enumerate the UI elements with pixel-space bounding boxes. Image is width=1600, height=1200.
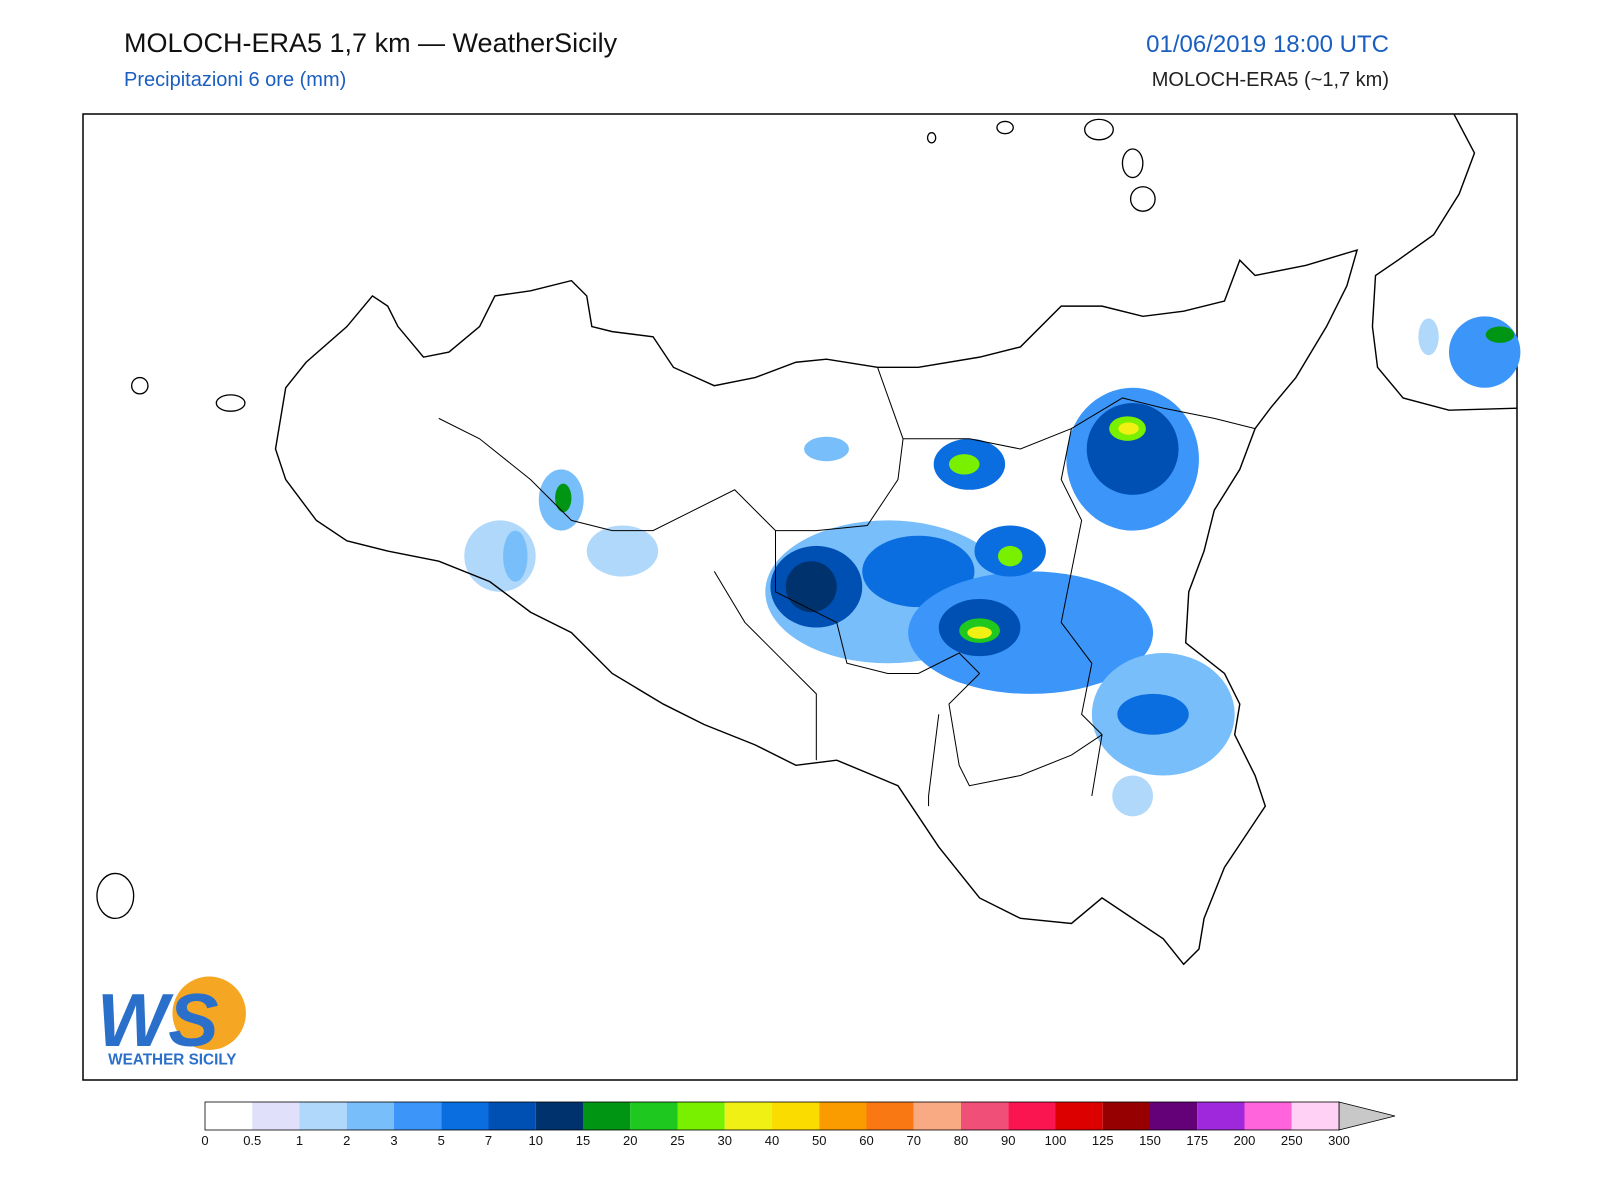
province-borders [438, 367, 1256, 807]
colorbar-bin [535, 1102, 583, 1130]
colorbar-tick-label: 1 [296, 1133, 303, 1148]
datetime: 01/06/2019 18:00 UTC [1146, 31, 1389, 58]
logo-sun [172, 976, 246, 1050]
colorbar-tick-label: 60 [859, 1133, 873, 1148]
colorbar-tick-label: 15 [576, 1133, 590, 1148]
colorbar-bin [299, 1102, 347, 1130]
colorbar-tick-label: 50 [812, 1133, 826, 1148]
colorbar-tick-label: 40 [765, 1133, 779, 1148]
colorbar-tick-label: 300 [1328, 1133, 1350, 1148]
colorbar-bin [583, 1102, 631, 1130]
colorbar-tick-label: 70 [907, 1133, 921, 1148]
colorbar-bin [772, 1102, 820, 1130]
islands [96, 118, 1156, 920]
colorbar-bin [1244, 1102, 1292, 1130]
precipitation [464, 316, 1521, 817]
colorbar-tick-label: 25 [670, 1133, 684, 1148]
colorbar-tick-label: 10 [529, 1133, 543, 1148]
colorbar-tick-label: 5 [438, 1133, 445, 1148]
colorbar-bin [1291, 1102, 1339, 1130]
colorbar: 0 0.5 1 2 3 5 7 10 15 20 25 30 40 50 60 70 80 90 100 125 150… [201, 1101, 1396, 1148]
colorbar-bin [1102, 1102, 1150, 1130]
logo: WS WEATHER SICILY [97, 976, 246, 1068]
colorbar-bin [961, 1102, 1009, 1130]
colorbar-extend [1338, 1101, 1396, 1131]
colorbar-bin [1150, 1102, 1198, 1130]
colorbar-bin [866, 1102, 914, 1130]
colorbar-bin [1197, 1102, 1245, 1130]
subtitle: Precipitazioni 6 ore (mm) [124, 69, 346, 91]
colorbar-tick-label: 0.5 [243, 1133, 261, 1148]
colorbar-bin [630, 1102, 678, 1130]
title: MOLOCH-ERA5 1,7 km — WeatherSicily [124, 28, 618, 58]
colorbar-bin [252, 1102, 300, 1130]
model-label: MOLOCH-ERA5 (~1,7 km) [1152, 69, 1389, 91]
colorbar-bin [394, 1102, 442, 1130]
colorbar-tick-label: 250 [1281, 1133, 1303, 1148]
colorbar-tick-label: 3 [390, 1133, 397, 1148]
colorbar-tick-label: 90 [1001, 1133, 1015, 1148]
colorbar-bin [205, 1102, 253, 1130]
colorbar-bin [913, 1102, 961, 1130]
colorbar-tick-label: 80 [954, 1133, 968, 1148]
calabria-coast [1371, 113, 1518, 411]
colorbar-tick-label: 30 [718, 1133, 732, 1148]
colorbar-tick-label: 150 [1139, 1133, 1161, 1148]
logo-text: WS [97, 978, 219, 1062]
colorbar-tick-label: 125 [1092, 1133, 1114, 1148]
colorbar-tick-label: 2 [343, 1133, 350, 1148]
sicily-coast [274, 248, 1359, 966]
logo-caption: WEATHER SICILY [108, 1051, 236, 1068]
colorbar-tick-label: 0 [201, 1133, 208, 1148]
colorbar-tick-label: 175 [1186, 1133, 1208, 1148]
colorbar-bin [346, 1102, 394, 1130]
colorbar-bin [1055, 1102, 1103, 1130]
colorbar-tick-label: 100 [1045, 1133, 1067, 1148]
colorbar-bin [677, 1102, 725, 1130]
colorbar-bin [488, 1102, 536, 1130]
colorbar-bin [1008, 1102, 1056, 1130]
colorbar-bin [441, 1102, 489, 1130]
map: WS WEATHER SICILY [96, 113, 1521, 1068]
colorbar-tick-label: 20 [623, 1133, 637, 1148]
colorbar-bin [724, 1102, 772, 1130]
colorbar-border [204, 1101, 1340, 1131]
colorbar-tick-label: 7 [485, 1133, 492, 1148]
colorbar-tick-label: 200 [1234, 1133, 1256, 1148]
colorbar-bin [819, 1102, 867, 1130]
